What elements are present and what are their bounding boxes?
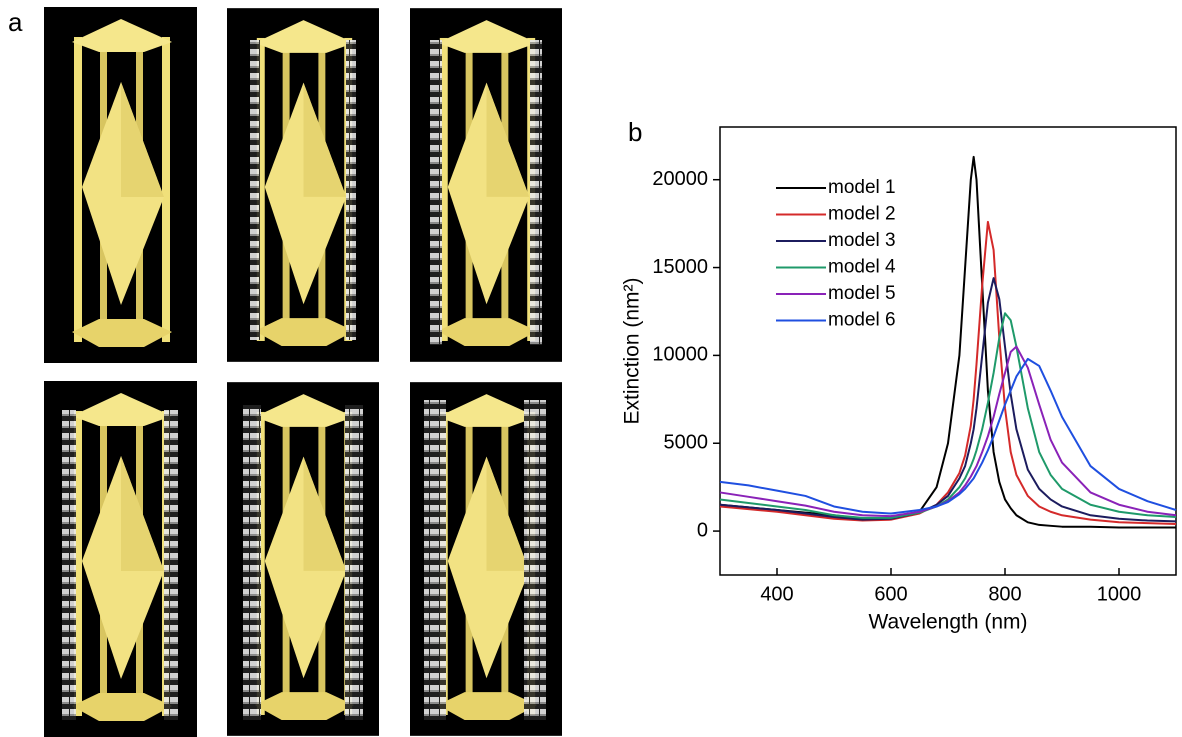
y-tick-label: 5000 bbox=[664, 432, 709, 454]
x-tick-label: 1000 bbox=[1097, 583, 1142, 605]
series-line bbox=[719, 220, 1177, 526]
y-tick-label: 20000 bbox=[652, 168, 708, 190]
series-line bbox=[719, 357, 1177, 515]
plot-frame bbox=[719, 126, 1177, 576]
series-line bbox=[719, 277, 1177, 523]
panel-label: a bbox=[8, 7, 23, 37]
model-renderings bbox=[44, 7, 562, 737]
series-line bbox=[719, 345, 1177, 518]
y-tick-label: 10000 bbox=[652, 344, 708, 366]
surface-tiles bbox=[62, 40, 546, 720]
legend-label: model 5 bbox=[828, 283, 896, 304]
y-axis-title: Extinction (nm²) bbox=[621, 277, 644, 424]
panel-label: b bbox=[628, 117, 642, 147]
series-line bbox=[719, 312, 1177, 519]
legend-label: model 1 bbox=[828, 177, 896, 198]
model-image bbox=[227, 8, 379, 362]
model-image bbox=[44, 7, 197, 363]
legend-label: model 2 bbox=[828, 204, 896, 225]
series-line bbox=[719, 155, 1176, 529]
y-tick-label: 0 bbox=[697, 519, 708, 541]
y-tick-label: 15000 bbox=[652, 256, 708, 278]
legend-label: model 6 bbox=[828, 310, 896, 331]
x-tick-label: 400 bbox=[760, 583, 793, 605]
x-tick-label: 800 bbox=[988, 583, 1021, 605]
legend-label: model 3 bbox=[828, 230, 896, 251]
x-axis-title: Wavelength (nm) bbox=[868, 611, 1027, 634]
x-tick-label: 600 bbox=[874, 583, 907, 605]
legend-label: model 4 bbox=[828, 257, 896, 278]
